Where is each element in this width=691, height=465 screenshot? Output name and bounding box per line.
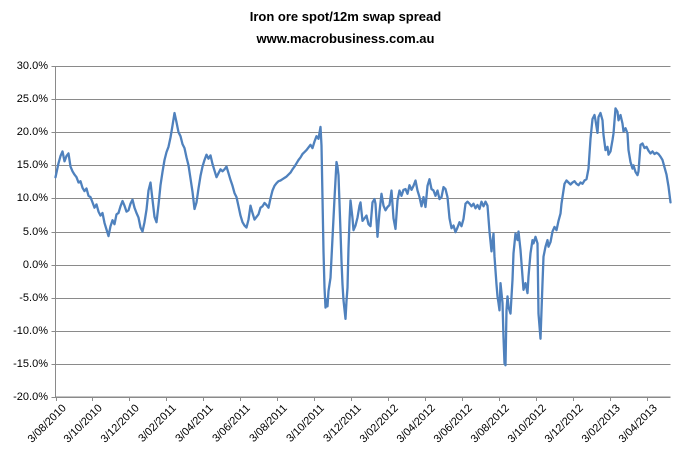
y-tick-label: 20.0% [16, 125, 48, 138]
y-tick-label: -20.0% [13, 390, 48, 403]
y-tick-label: -15.0% [13, 357, 48, 370]
y-tick-label: -10.0% [13, 324, 48, 337]
y-tick-label: -5.0% [19, 291, 48, 304]
data-line-spread-series [54, 107, 672, 367]
chart-title: Iron ore spot/12m swap spread [249, 9, 442, 24]
y-tick-label: 25.0% [16, 92, 48, 105]
chart-subtitle: www.macrobusiness.com.au [256, 31, 435, 46]
y-tick-label: 0.0% [22, 258, 48, 271]
y-tick-label: 5.0% [22, 225, 48, 238]
y-tick-label: 30.0% [16, 59, 48, 72]
y-tick-label: 15.0% [16, 158, 48, 171]
y-tick-label: 10.0% [16, 191, 48, 204]
